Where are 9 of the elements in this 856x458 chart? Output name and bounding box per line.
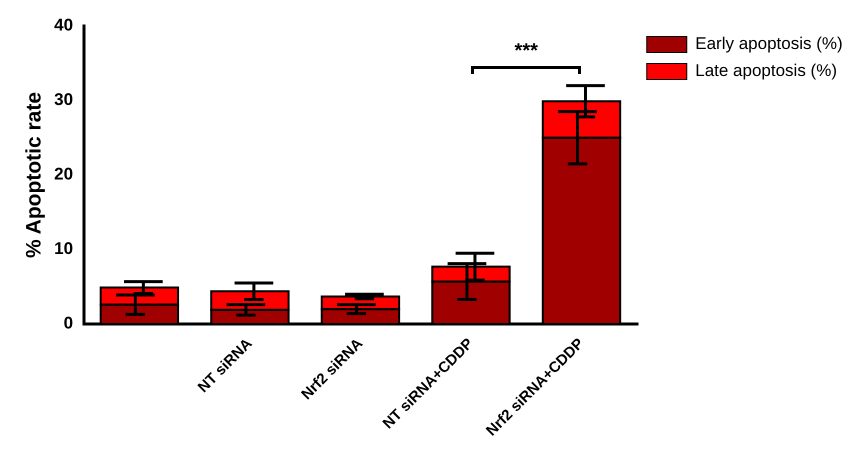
y-axis-title: % Apoptotic rate	[22, 92, 46, 258]
legend-label: Early apoptosis (%)	[695, 34, 843, 54]
y-tick-label: 20	[54, 164, 74, 184]
y-tick-label: 10	[54, 239, 74, 258]
y-tick-label: 0	[64, 314, 74, 333]
legend-label: Late apoptosis (%)	[695, 61, 837, 80]
y-tick-label: 40	[54, 16, 74, 35]
annotation: ***	[514, 40, 539, 63]
y-tick-label: 30	[54, 90, 74, 110]
